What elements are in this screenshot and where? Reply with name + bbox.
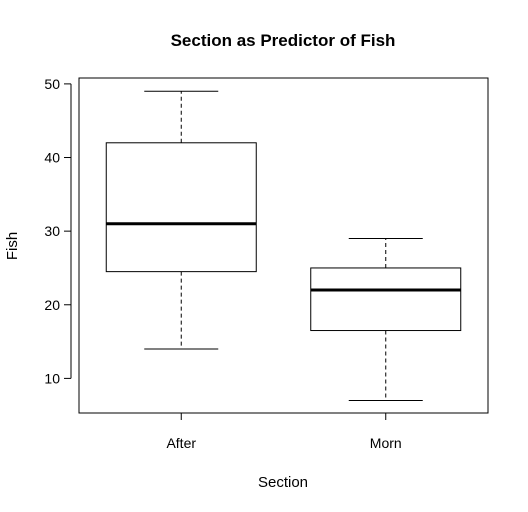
x-tick-label: Morn (370, 435, 402, 451)
y-tick-label: 50 (44, 76, 60, 92)
box-after (105, 90, 257, 350)
box-morn (310, 238, 462, 401)
x-axis-label: Section (258, 474, 308, 491)
iqr-box (105, 142, 257, 273)
iqr-box (310, 267, 462, 332)
y-tick-label: 40 (44, 150, 60, 166)
chart-title: Section as Predictor of Fish (171, 31, 396, 50)
boxes (105, 90, 462, 401)
y-tick-label: 30 (44, 223, 60, 239)
y-tick-label: 10 (44, 370, 60, 386)
x-tick-label: After (166, 435, 196, 451)
y-axis: 10 20 30 40 50 (44, 76, 72, 386)
y-tick-label: 20 (44, 297, 60, 313)
y-axis-label: Fish (4, 232, 21, 260)
x-axis: After Morn (166, 412, 402, 451)
